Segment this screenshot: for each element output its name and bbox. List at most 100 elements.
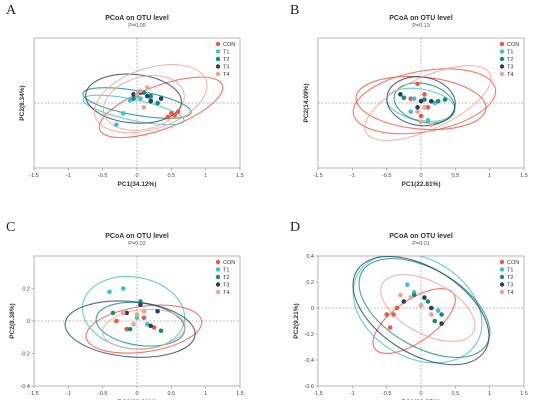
plot-area [34, 256, 240, 386]
legend-marker-con [215, 41, 221, 47]
y-axis-label: PC2(9.21%) [293, 303, 300, 338]
legend-label-t1: T1 [507, 50, 513, 56]
point-t2 [141, 90, 147, 95]
x-tick-label: 0.5 [168, 173, 176, 179]
point-t3 [155, 308, 160, 314]
point-t3 [148, 323, 154, 329]
y-axis-label: PC2(8.34%) [19, 85, 26, 120]
legend-marker-t4 [215, 71, 221, 77]
point-t2 [148, 93, 154, 99]
x-tick-label: -0.5 [382, 391, 391, 397]
legend-label-t4: T4 [507, 72, 513, 78]
point-t3 [148, 98, 154, 104]
point-con [124, 326, 129, 332]
ellipse-t1 [81, 276, 186, 350]
x-tick-label: 0 [135, 391, 138, 397]
legend-label-con: CON [507, 260, 519, 266]
legend-marker-t1 [215, 267, 221, 272]
point-t2 [411, 292, 417, 298]
y-tick-label: 0 [311, 306, 314, 312]
ellipse-t4 [102, 308, 186, 350]
legend-marker-t1 [499, 267, 505, 272]
point-t1 [411, 96, 417, 101]
point-t1 [114, 122, 119, 127]
legend-marker-t3 [215, 64, 221, 69]
ellipse-t3 [386, 76, 456, 127]
plot-area [318, 38, 524, 168]
point-t3 [422, 295, 427, 300]
ellipse-t1 [82, 94, 185, 126]
legend-marker-t2 [215, 56, 221, 62]
point-t1 [425, 118, 431, 123]
y-tick-label: 0.2 [306, 280, 314, 286]
point-t3 [415, 105, 420, 110]
y-tick-label: -0.4 [305, 358, 314, 364]
legend-label-t3: T3 [507, 65, 513, 71]
x-tick-label: -1.5 [29, 391, 38, 397]
x-tick-label: 0.5 [168, 391, 176, 397]
y-tick-label: -0.2 [21, 352, 30, 358]
x-tick-label: -1 [350, 173, 355, 179]
point-con [387, 325, 393, 330]
point-t1 [435, 308, 441, 313]
x-tick-label: -0.5 [382, 173, 391, 179]
legend-marker-t1 [215, 49, 221, 54]
panel-letter-b: B [290, 3, 300, 18]
legend-label-t1: T1 [223, 268, 229, 274]
legend-label-t1: T1 [507, 268, 513, 274]
point-t1 [408, 109, 414, 114]
point-con [151, 325, 157, 330]
legend-marker-t2 [499, 56, 505, 62]
panel-letter-c: C [6, 220, 16, 235]
legend-label-t4: T4 [223, 72, 229, 78]
ellipse-t4 [93, 64, 208, 134]
x-tick-label: -1 [66, 391, 71, 397]
chart-subtitle: P=0.13 [412, 23, 430, 29]
point-t4 [138, 88, 143, 94]
legend-label-t2: T2 [223, 57, 229, 63]
ellipse-t4 [380, 274, 476, 342]
point-t4 [134, 92, 140, 97]
legend-label-t3: T3 [223, 283, 229, 289]
legend-label-t3: T3 [223, 65, 229, 71]
point-con [391, 312, 396, 317]
chart-subtitle: P=0.02 [128, 241, 146, 247]
y-tick-label: -0.6 [305, 384, 314, 390]
point-t2 [401, 95, 407, 101]
x-tick-label: 0.5 [452, 173, 460, 179]
point-t2 [422, 97, 427, 102]
legend-label-t3: T3 [507, 283, 513, 289]
point-t2 [127, 326, 133, 332]
x-tick-label: 0 [135, 173, 138, 179]
point-t1 [134, 315, 140, 321]
point-t2 [425, 299, 431, 304]
point-t4 [141, 105, 147, 110]
x-tick-label: -0.5 [98, 391, 107, 397]
ellipse-t3 [85, 73, 183, 124]
legend-marker-con [215, 259, 221, 265]
point-t3 [429, 305, 434, 311]
legend-marker-t4 [499, 71, 505, 77]
plot-area [318, 256, 524, 386]
legend-marker-con [499, 259, 505, 265]
y-tick-label: 0 [27, 319, 30, 325]
legend-marker-t4 [499, 289, 505, 295]
legend-label-t2: T2 [507, 275, 513, 281]
chart-title: PCoA on OTU level [389, 233, 453, 240]
point-t2 [439, 312, 444, 317]
x-tick-label: 1 [488, 391, 491, 397]
legend-label-con: CON [223, 42, 235, 48]
ellipse-t3 [352, 256, 490, 366]
x-tick-label: 1 [204, 173, 207, 179]
point-t3 [124, 310, 129, 316]
point-t4 [429, 312, 434, 317]
x-tick-label: 1.5 [236, 173, 244, 179]
legend-marker-t4 [215, 289, 221, 295]
point-t2 [155, 100, 160, 106]
ellipse-t4 [102, 75, 185, 131]
x-tick-label: 1.5 [520, 173, 528, 179]
